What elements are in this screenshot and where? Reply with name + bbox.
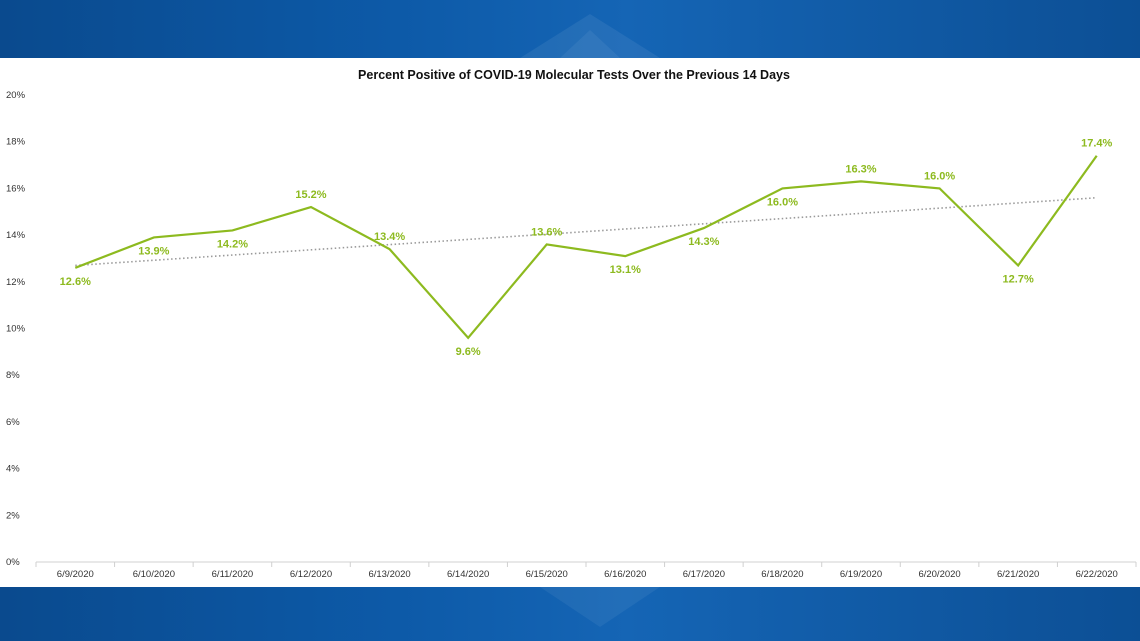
x-tick-label: 6/17/2020 <box>683 569 725 580</box>
y-tick-label: 8% <box>6 370 20 381</box>
data-label: 13.4% <box>374 231 405 243</box>
line-chart: Percent Positive of COVID-19 Molecular T… <box>6 68 1137 580</box>
chart-marks: 12.6% 13.9% 14.2% 15.2% 13.4% 9.6% 13.6% 13.1% 1… <box>60 138 1113 358</box>
data-label: 17.4% <box>1081 138 1112 150</box>
top-banner-decoration <box>520 14 660 58</box>
y-tick-label: 4% <box>6 464 20 475</box>
x-tick-label: 6/14/2020 <box>447 569 489 580</box>
trendline <box>75 196 1097 267</box>
data-label: 13.6% <box>531 226 562 238</box>
chart-title: Percent Positive of COVID-19 Molecular T… <box>358 68 790 82</box>
x-tick-label: 6/12/2020 <box>290 569 332 580</box>
y-tick-label: 20% <box>6 90 26 101</box>
data-label: 13.9% <box>138 245 169 257</box>
bottom-banner <box>0 587 1140 641</box>
x-tick-label: 6/9/2020 <box>57 569 94 580</box>
x-tick-label: 6/21/2020 <box>997 569 1039 580</box>
bottom-banner-decoration <box>540 587 660 627</box>
y-tick-label: 18% <box>6 137 26 148</box>
chart-panel <box>0 58 1140 587</box>
x-tick-label: 6/18/2020 <box>761 569 803 580</box>
data-label: 9.6% <box>456 346 481 358</box>
x-tick-label: 6/20/2020 <box>918 569 960 580</box>
y-tick-label: 0% <box>6 557 20 568</box>
x-tick-label: 6/19/2020 <box>840 569 882 580</box>
x-tick-label: 6/13/2020 <box>368 569 410 580</box>
x-tick-label: 6/15/2020 <box>526 569 568 580</box>
x-tick-label: 6/22/2020 <box>1076 569 1118 580</box>
data-label: 13.1% <box>610 264 641 276</box>
data-label: 16.0% <box>924 170 955 182</box>
y-tick-label: 12% <box>6 277 26 288</box>
data-label: 14.3% <box>688 236 719 248</box>
y-tick-label: 16% <box>6 183 26 194</box>
top-banner <box>0 0 1140 58</box>
data-label: 12.7% <box>1003 273 1034 285</box>
x-tick-label: 6/10/2020 <box>133 569 175 580</box>
data-label: 12.6% <box>60 276 91 288</box>
y-tick-label: 14% <box>6 230 26 241</box>
chart-axes: 0% 2% 4% 6% 8% 10% 12% 14% 16% 18% 20% 6/9/2020 6/10… <box>6 90 1137 580</box>
x-tick-label: 6/16/2020 <box>604 569 646 580</box>
series-line <box>74 155 1098 340</box>
y-tick-label: 2% <box>6 510 20 521</box>
x-tick-label: 6/11/2020 <box>212 569 254 580</box>
y-tick-label: 6% <box>6 417 20 428</box>
y-tick-label: 10% <box>6 324 26 335</box>
data-label: 15.2% <box>295 189 326 201</box>
data-label: 16.3% <box>845 163 876 175</box>
data-label: 16.0% <box>767 196 798 208</box>
data-label: 14.2% <box>217 238 248 250</box>
